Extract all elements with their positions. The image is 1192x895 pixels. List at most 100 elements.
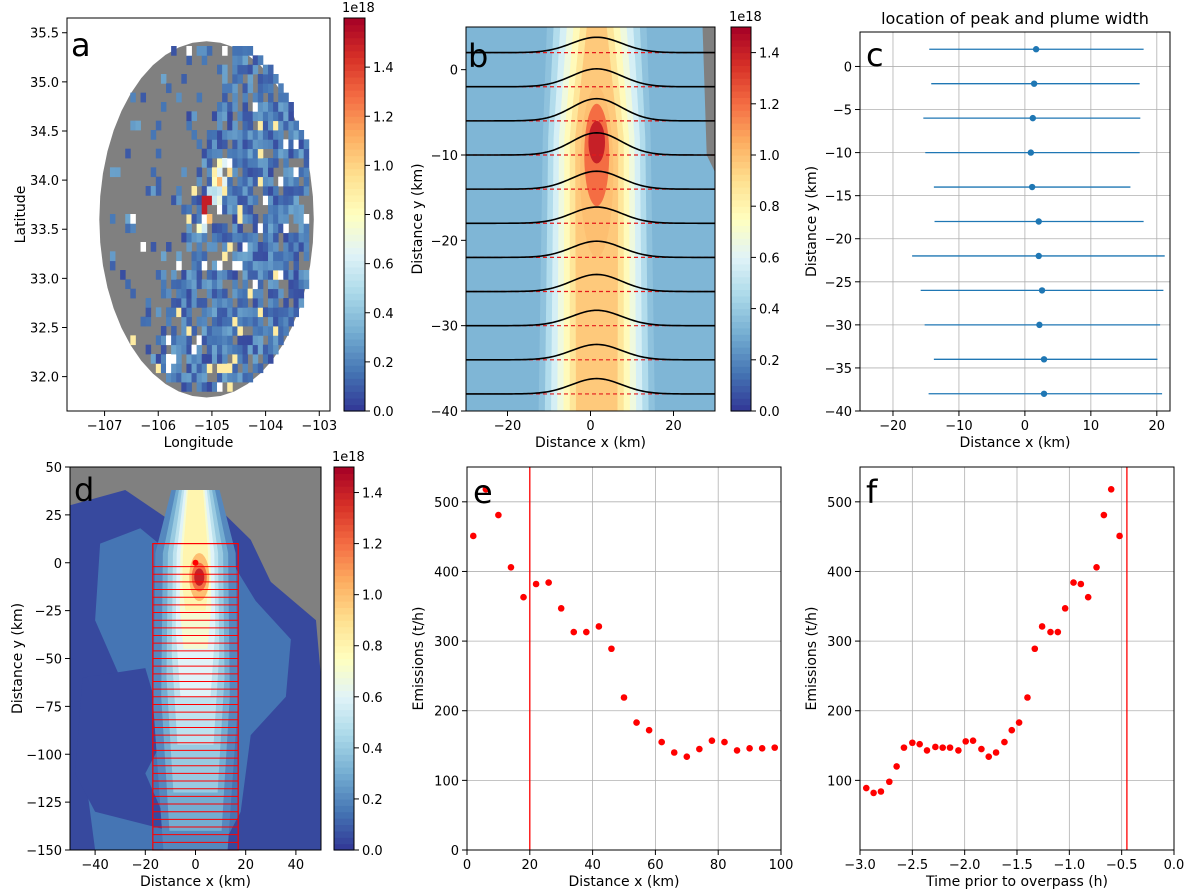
y-tick-label: −125 <box>26 796 62 811</box>
pixel-cell <box>298 270 305 280</box>
pixel-cell <box>217 102 223 112</box>
pixel-cell <box>206 354 213 364</box>
pixel-cell <box>232 102 238 112</box>
pixel-cell <box>196 139 203 150</box>
colorbar-band <box>334 652 354 660</box>
pixel-cell <box>242 354 249 364</box>
y-tick-label: −30 <box>431 320 458 335</box>
panel-c: −20 −10 0 10 20−40−35−30−25−20−15−10−50Dista… <box>804 9 1171 451</box>
pixel-cell <box>237 55 243 66</box>
pixel-cell <box>217 139 223 150</box>
pixel-cell <box>288 195 294 206</box>
x-tick-label: −40 <box>81 858 108 873</box>
pixel-cell <box>288 316 294 327</box>
pixel-cell <box>257 55 264 66</box>
pixel-cell <box>206 167 213 178</box>
colorbar-tick-label: 0.0 <box>759 405 780 420</box>
y-axis-label: Emissions (t/h) <box>411 606 427 710</box>
pixel-cell <box>109 251 116 262</box>
pixel-cell <box>242 298 249 308</box>
pixel-cell <box>283 186 289 196</box>
pixel-cell <box>191 260 198 271</box>
pixel-cell <box>288 148 294 159</box>
pixel-cell <box>273 326 279 336</box>
pixel-cell <box>166 363 172 374</box>
pixel-cell <box>273 139 279 150</box>
colorbar-band <box>344 175 365 183</box>
colorbar-band <box>334 492 354 500</box>
pixel-cell <box>293 232 300 243</box>
colorbar-band <box>731 263 751 271</box>
pixel-cell <box>278 130 284 140</box>
pixel-cell <box>268 307 274 318</box>
pixel-cell <box>206 46 213 56</box>
pixel-cell <box>232 130 238 140</box>
pixel-cell <box>181 74 187 84</box>
x-tick-label: 0.0 <box>1164 858 1185 873</box>
pixel-cell <box>262 176 269 187</box>
colorbar-band <box>334 786 354 794</box>
colorbar-band <box>731 174 751 182</box>
pixel-cell <box>268 288 274 299</box>
panel-letter: b <box>468 37 488 75</box>
pixel-cell <box>196 279 203 290</box>
colorbar-band <box>731 225 751 233</box>
pixel-cell <box>262 195 269 206</box>
pixel-cell <box>252 344 259 355</box>
pixel-cell <box>283 298 289 308</box>
pixel-cell <box>283 204 289 215</box>
pixel-cell <box>171 363 177 374</box>
pixel-cell <box>171 372 177 383</box>
pixel-cell <box>227 363 233 374</box>
pixel-cell <box>201 316 208 327</box>
pixel-cell <box>222 298 228 308</box>
pixel-cell <box>181 298 187 308</box>
pixel-cell <box>186 120 192 131</box>
colorbar-band <box>344 352 365 360</box>
colorbar-band <box>731 244 751 252</box>
pixel-cell <box>222 363 228 374</box>
emission-point <box>608 645 615 653</box>
pixel-cell <box>232 158 238 168</box>
chart-title: location of peak and plume width <box>881 9 1149 28</box>
pixel-cell <box>217 204 223 215</box>
pixel-cell <box>268 354 274 364</box>
pixel-cell <box>196 92 203 103</box>
pixel-cell <box>227 111 233 122</box>
colorbar-b: 0.0 0.2 0.4 0.6 0.8 1.0 1.2 1.4 1e18 <box>729 10 780 420</box>
pixel-cell <box>242 195 249 206</box>
colorbar-band <box>344 168 365 176</box>
pixel-cell <box>166 83 172 94</box>
pixel-cell <box>293 298 300 308</box>
pixel-cell <box>171 270 177 280</box>
emission-point <box>985 753 993 760</box>
x-tick-label: 0 <box>191 858 199 873</box>
pixel-cell <box>257 74 264 84</box>
pixel-cell <box>232 363 238 374</box>
x-tick-label: 20 <box>522 858 539 873</box>
colorbar-band <box>334 658 354 666</box>
colorbar-band <box>731 340 751 348</box>
pixel-cell <box>298 148 305 159</box>
pixel-cell <box>186 55 192 66</box>
pixel-cell <box>196 223 203 234</box>
pixel-cell <box>232 223 238 234</box>
pixel-cell <box>227 148 233 159</box>
pixel-cell <box>217 111 223 122</box>
pixel-cell <box>176 354 182 364</box>
colorbar-band <box>344 273 365 281</box>
pixel-cell <box>160 335 167 346</box>
x-tick-label: −107 <box>87 419 123 434</box>
colorbar-band <box>344 76 365 85</box>
pixel-cell <box>242 158 249 168</box>
pixel-cell <box>181 232 187 243</box>
pixel-cell <box>252 307 259 318</box>
pixel-cell <box>206 214 213 224</box>
pixel-cell <box>171 195 177 206</box>
peak-point <box>1032 46 1040 53</box>
colorbar-band <box>344 122 365 130</box>
y-tick-label: 50 <box>45 461 62 476</box>
colorbar-tick-label: 0.0 <box>373 405 394 420</box>
pixel-cell <box>242 111 249 122</box>
pixel-cell <box>237 354 243 364</box>
